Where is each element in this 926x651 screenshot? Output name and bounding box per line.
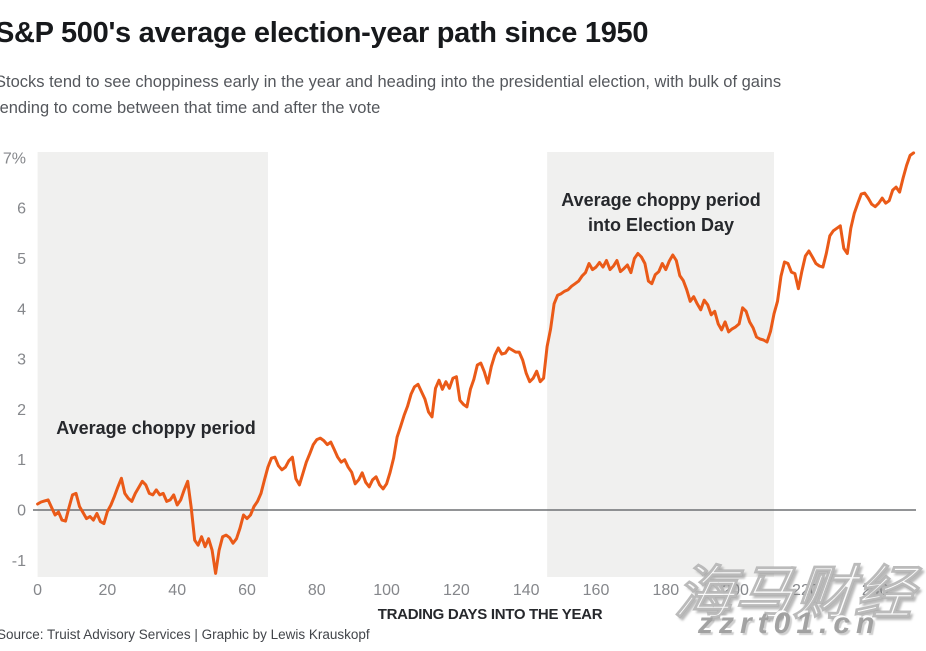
y-tick-label: -1 (12, 553, 26, 570)
y-tick-label: 7% (3, 150, 26, 167)
y-tick-label: 5 (17, 251, 26, 268)
y-tick-label: 0 (17, 503, 26, 520)
x-axis-title: TRADING DAYS INTO THE YEAR (377, 606, 603, 623)
sp500-average-path-line (36, 151, 916, 575)
choppy-band-1 (37, 152, 268, 577)
source-note: Source: Truist Advisory Services | Graph… (0, 627, 370, 642)
y-tick-label: 3 (17, 352, 26, 369)
line-chart-canvas: 7% 6 5 4 3 2 1 0 -1 0 20 40 60 80 100 120 140 160 180 200 22… (3, 150, 916, 599)
x-tick-label: 80 (308, 582, 326, 599)
subtitle-line-1: Stocks tend to see choppiness early in t… (0, 73, 782, 91)
x-tick-label: 160 (583, 582, 610, 599)
x-tick-label: 60 (238, 582, 256, 599)
watermark-domain-text: zzrt01.cn (698, 607, 881, 640)
annotation-election-choppy-band: Average choppy period into Election Day (561, 188, 760, 238)
annotation-election-line-1: Average choppy period (561, 190, 761, 210)
x-tick-label: 20 (99, 582, 117, 599)
y-tick-label: 1 (17, 452, 26, 469)
annotation-early-choppy-band: Average choppy period (56, 418, 256, 438)
y-tick-label: 2 (17, 402, 26, 419)
x-tick-label: 240 (862, 582, 889, 599)
y-tick-label: 6 (17, 201, 26, 218)
chart-subtitle: Stocks tend to see choppiness early in t… (0, 69, 781, 121)
x-tick-label: 0 (33, 582, 42, 599)
x-tick-label: 140 (513, 582, 540, 599)
x-tick-label: 200 (722, 582, 749, 599)
x-tick-label: 100 (373, 582, 400, 599)
x-tick-label: 40 (168, 582, 186, 599)
x-tick-label: 220 (792, 582, 819, 599)
choppy-band-2 (547, 152, 774, 577)
x-tick-label: 120 (443, 582, 470, 599)
subtitle-line-2: tending to come between that time and af… (0, 99, 381, 117)
y-tick-label: 4 (17, 301, 26, 318)
annotation-election-line-2: into Election Day (587, 215, 735, 235)
page-title: S&P 500's average election-year path sin… (0, 17, 649, 49)
x-tick-label: 180 (652, 582, 679, 599)
